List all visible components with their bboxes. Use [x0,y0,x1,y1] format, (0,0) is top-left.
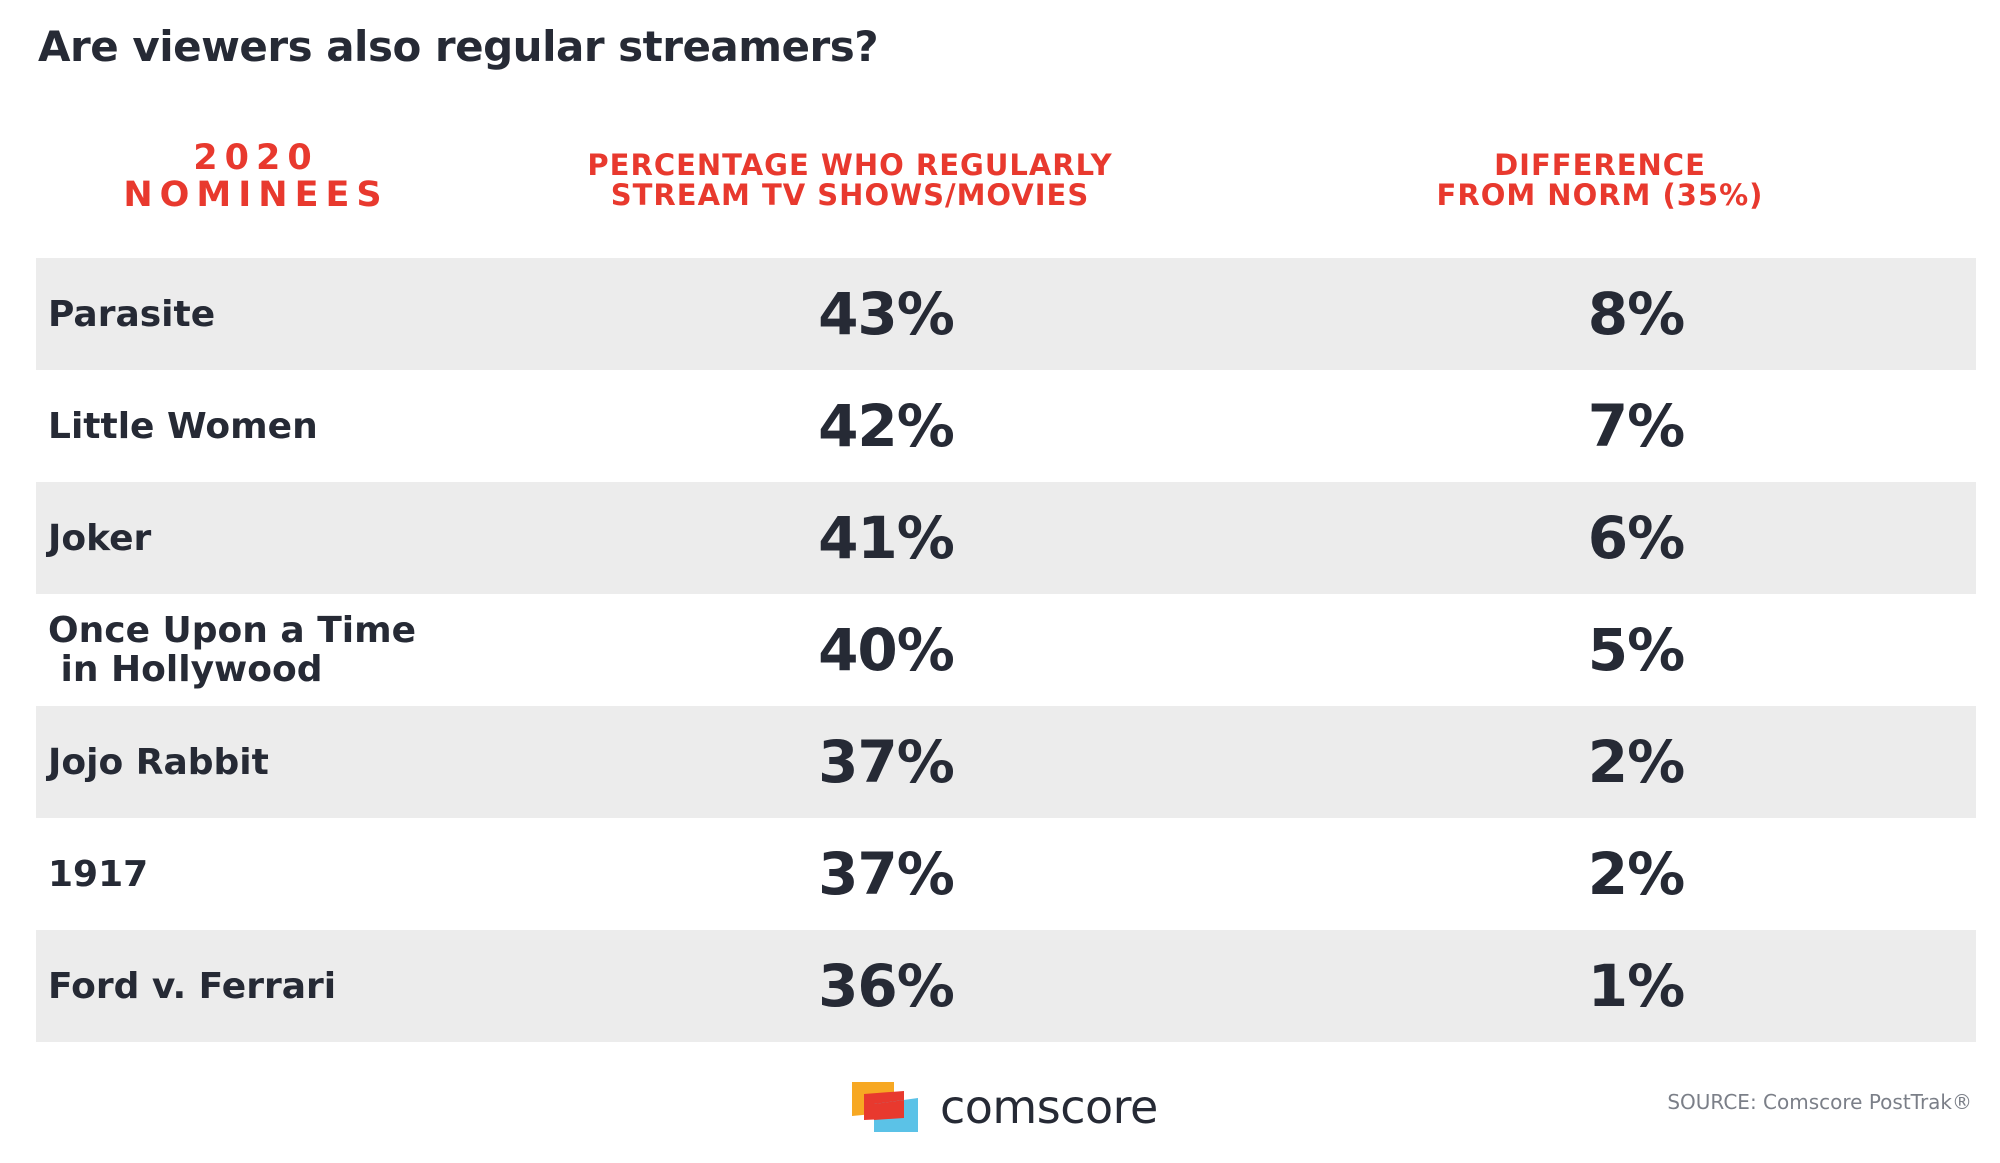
difference-from-norm: 1% [1587,952,1685,1020]
nominee-name: Jojo Rabbit [48,741,269,783]
nominee-name: Joker [48,517,152,559]
difference-from-norm: 2% [1587,728,1685,796]
nominee-name: 1917 [48,853,149,895]
comscore-logo: comscore [852,1080,1158,1134]
table-row: Little Women 42% 7% [36,370,1976,482]
column-header-difference: DIFFERENCE FROM NORM (35%) [1380,150,1820,210]
difference-from-norm: 5% [1587,616,1685,684]
table-row: Parasite 43% 8% [36,258,1976,370]
nominee-name: Once Upon a Time in Hollywood [48,610,417,690]
column-header-line: DIFFERENCE [1494,148,1706,182]
nominee-name: Ford v. Ferrari [48,965,337,1007]
column-header-line: PERCENTAGE WHO REGULARLY [587,148,1113,182]
nominee-name: Parasite [48,293,216,335]
column-header-line: 2020 [193,138,319,178]
streaming-percentage: 36% [818,952,955,1020]
column-header-percentage: PERCENTAGE WHO REGULARLY STREAM TV SHOWS… [530,150,1170,210]
comscore-logo-icon [852,1082,918,1132]
streaming-percentage: 37% [818,840,955,908]
comscore-logo-text: comscore [940,1080,1158,1134]
table-row: Jojo Rabbit 37% 2% [36,706,1976,818]
streaming-percentage: 41% [818,504,955,572]
source-note: SOURCE: Comscore PostTrak® [1667,1090,1972,1114]
streaming-percentage: 40% [818,616,955,684]
data-table: Parasite 43% 8% Little Women 42% 7% Joker 41% 6%… [36,258,1976,1042]
column-header-line: STREAM TV SHOWS/MOVIES [610,178,1090,212]
table-row: Once Upon a Time in Hollywood 40% 5% [36,594,1976,706]
difference-from-norm: 2% [1587,840,1685,908]
difference-from-norm: 8% [1587,280,1685,348]
streaming-percentage: 43% [818,280,955,348]
page-title: Are viewers also regular streamers? [38,22,879,71]
difference-from-norm: 6% [1587,504,1685,572]
streaming-percentage: 42% [818,392,955,460]
column-header-line: NOMINEES [123,175,389,215]
table-row: 1917 37% 2% [36,818,1976,930]
difference-from-norm: 7% [1587,392,1685,460]
table-row: Joker 41% 6% [36,482,1976,594]
column-header-line: FROM NORM (35%) [1436,178,1764,212]
nominee-name: Little Women [48,405,318,447]
table-row: Ford v. Ferrari 36% 1% [36,930,1976,1042]
streaming-percentage: 37% [818,728,955,796]
column-header-nominees: 2020 NOMINEES [100,140,412,214]
